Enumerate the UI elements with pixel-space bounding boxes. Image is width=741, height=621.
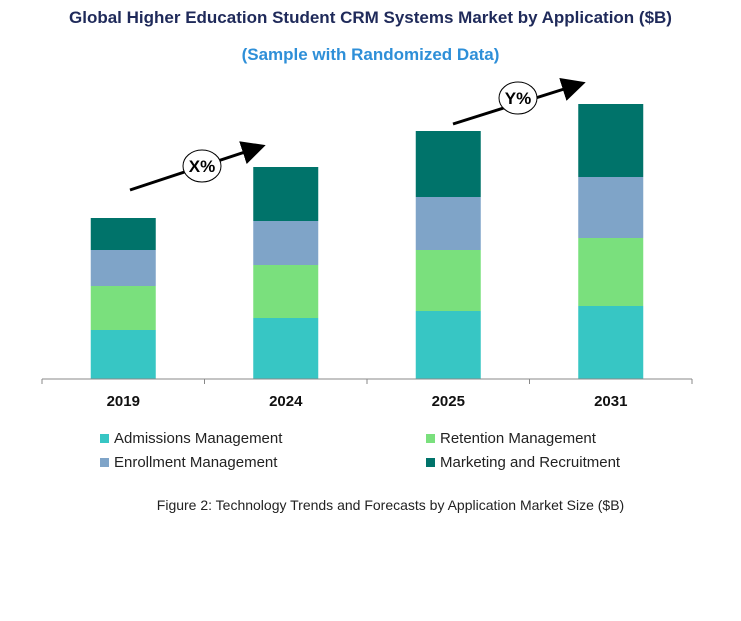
chart-title: Global Higher Education Student CRM Syst…: [69, 8, 672, 27]
bar-segment: [253, 318, 319, 379]
bar-segment: [90, 330, 156, 379]
legend-item: Retention Management: [426, 430, 596, 447]
bar-segment: [415, 311, 481, 379]
bar-segment: [578, 238, 644, 306]
bar-segment: [90, 250, 156, 286]
growth-label-bubble: [182, 149, 222, 183]
x-tick-label: 2024: [269, 393, 303, 410]
bar-segment: [415, 197, 481, 250]
legend-item: Marketing and Recruitment: [426, 454, 620, 471]
legend-item: Admissions Management: [100, 430, 282, 447]
legend-label: Retention Management: [440, 430, 596, 447]
x-tick-label: 2025: [432, 393, 465, 410]
chart-subtitle: (Sample with Randomized Data): [241, 45, 500, 64]
legend-label: Admissions Management: [114, 430, 283, 447]
bar-segment: [415, 250, 481, 311]
legend-swatch: [426, 458, 435, 467]
legend-swatch: [100, 458, 109, 467]
bar-segment: [253, 265, 319, 318]
bar-segment: [415, 131, 481, 197]
legend-label: Enrollment Management: [114, 454, 278, 471]
legend-swatch: [100, 434, 109, 443]
bar-segment: [253, 221, 319, 265]
growth-label-bubble: [498, 81, 538, 115]
x-tick-label: 2031: [594, 393, 627, 410]
bar-segment: [90, 286, 156, 330]
growth-label: X%: [189, 157, 215, 176]
growth-label: Y%: [505, 89, 531, 108]
bar-segment: [253, 167, 319, 221]
bar-segment: [578, 306, 644, 379]
legend-swatch: [426, 434, 435, 443]
bar-segment: [90, 218, 156, 250]
legend-label: Marketing and Recruitment: [440, 454, 621, 471]
legend-item: Enrollment Management: [100, 454, 277, 471]
figure-caption: Figure 2: Technology Trends and Forecast…: [156, 497, 625, 513]
bar-segment: [578, 177, 644, 238]
bar-segment: [578, 104, 644, 177]
x-tick-label: 2019: [107, 393, 140, 410]
